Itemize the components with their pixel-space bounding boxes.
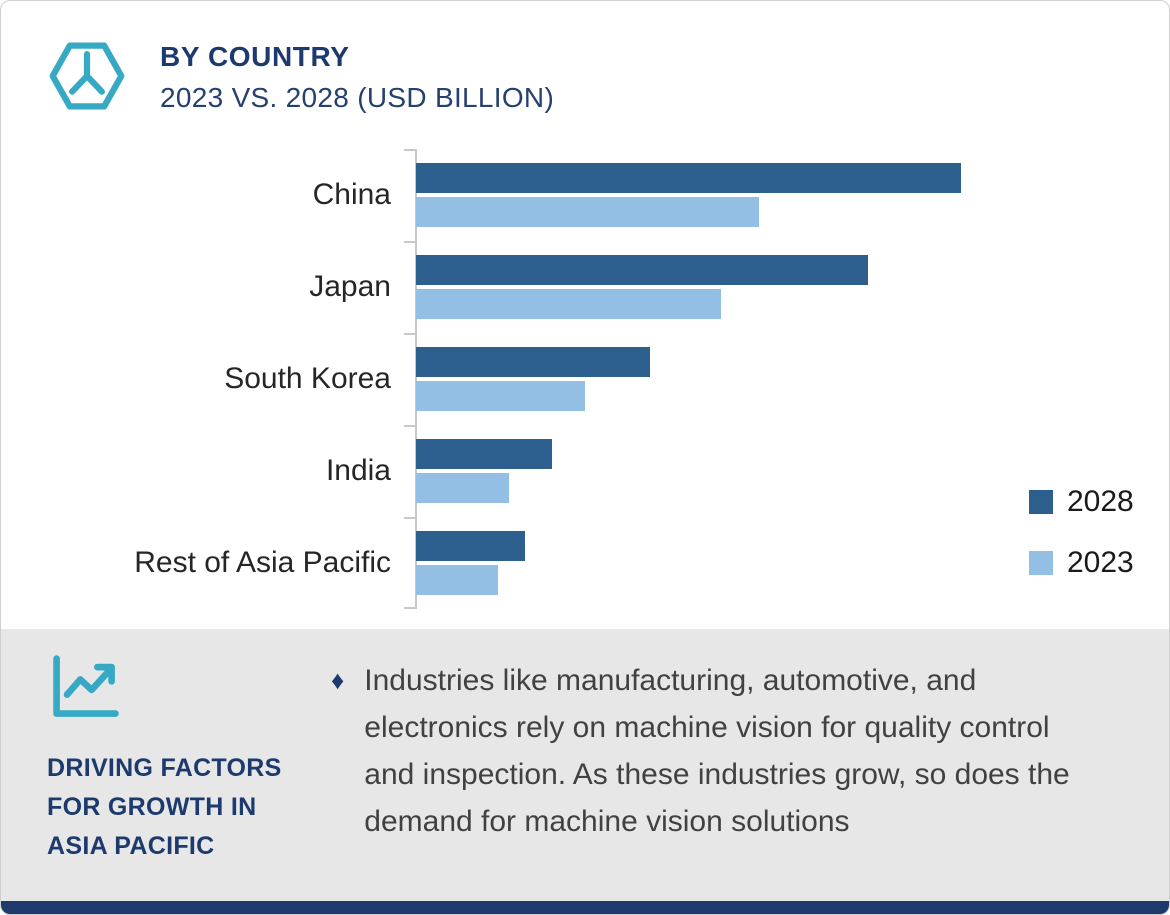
category-label-south-korea: South Korea (224, 362, 391, 395)
legend-label-2023: 2023 (1067, 546, 1134, 579)
bar-group-south-korea (416, 347, 961, 411)
category-label-china: China (312, 178, 391, 211)
bar-2023-south-korea (416, 381, 585, 411)
axis-tick (404, 149, 415, 151)
chart-row-japan: Japan (1, 241, 961, 333)
bar-group-china (416, 163, 961, 227)
bar-2023-india (416, 473, 509, 503)
category-label-india: India (325, 454, 391, 487)
bar-group-rest-of-asia-pacific (416, 531, 961, 595)
trend-chart-icon (47, 651, 125, 725)
driving-factors-band: DRIVING FACTORS FOR GROWTH IN ASIA PACIF… (1, 629, 1169, 904)
chart-row-china: China (1, 149, 961, 241)
header-titles: BY COUNTRY 2023 VS. 2028 (USD BILLION) (160, 37, 554, 114)
axis-tick (404, 607, 415, 609)
driving-factors-text: Industries like manufacturing, automotiv… (364, 664, 1070, 838)
chart-rows: China Japan South Korea India Rest of Asia P… (1, 149, 961, 609)
chart-title: BY COUNTRY (160, 41, 350, 72)
bar-2023-japan (416, 289, 722, 319)
legend-swatch-2028 (1029, 490, 1053, 514)
chart-row-india: India (1, 425, 961, 517)
band-right-column: ♦ Industries like manufacturing, automot… (321, 629, 1106, 904)
logo-hexagon-icon (46, 37, 128, 115)
axis-tick (404, 517, 415, 519)
bar-2028-japan (416, 255, 869, 285)
diamond-bullet-icon: ♦ (331, 665, 345, 695)
bar-2023-rest-of-asia-pacific (416, 565, 498, 595)
axis-tick (404, 333, 415, 335)
y-axis-line (415, 149, 417, 609)
chart-subtitle: 2023 VS. 2028 (USD BILLION) (160, 82, 555, 113)
legend-item-2023: 2023 (1029, 546, 1134, 580)
bar-2028-rest-of-asia-pacific (416, 531, 525, 561)
legend-label-2028: 2028 (1067, 485, 1134, 518)
bottom-accent-bar (1, 901, 1169, 914)
chart-row-rest-of-asia-pacific: Rest of Asia Pacific (1, 517, 961, 609)
chart-row-south-korea: South Korea (1, 333, 961, 425)
chart-legend: 2028 2023 (1029, 485, 1134, 580)
grouped-bar-chart: China Japan South Korea India Rest of Asia P… (1, 149, 1169, 609)
driving-factors-heading: DRIVING FACTORS FOR GROWTH IN ASIA PACIF… (47, 754, 282, 860)
axis-tick (404, 425, 415, 427)
bar-2028-china (416, 163, 961, 193)
header: BY COUNTRY 2023 VS. 2028 (USD BILLION) (46, 37, 554, 115)
bar-group-japan (416, 255, 961, 319)
category-label-japan: Japan (309, 270, 391, 303)
legend-swatch-2023 (1029, 551, 1053, 575)
bar-2028-south-korea (416, 347, 651, 377)
bar-2028-india (416, 439, 553, 469)
category-label-rest-of-asia-pacific: Rest of Asia Pacific (134, 546, 391, 579)
legend-item-2028: 2028 (1029, 485, 1134, 519)
axis-tick (404, 241, 415, 243)
bar-group-india (416, 439, 961, 503)
band-left-column: DRIVING FACTORS FOR GROWTH IN ASIA PACIF… (1, 629, 321, 904)
bar-2023-china (416, 197, 760, 227)
